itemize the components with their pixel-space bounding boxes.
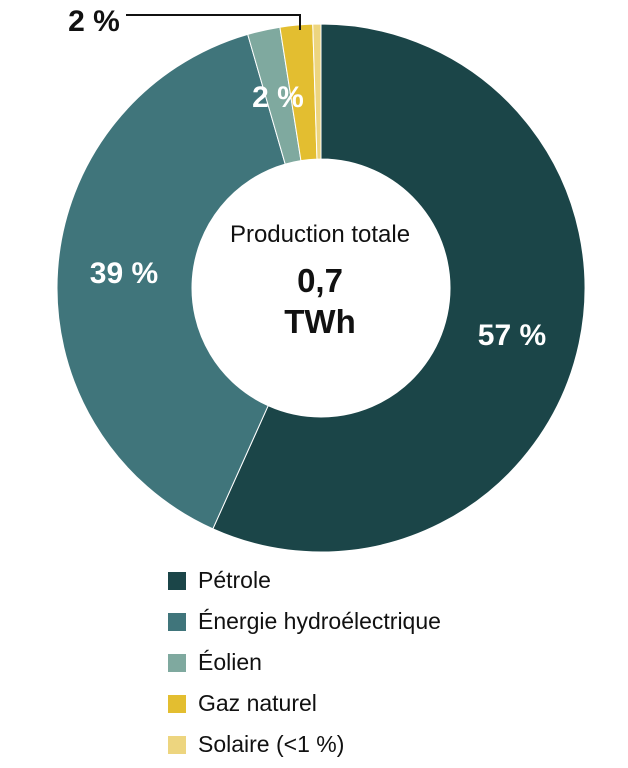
legend-swatch-petrole — [168, 571, 186, 590]
center-value-unit: TWh — [284, 303, 355, 340]
center-value-number: 0,7 — [297, 262, 343, 299]
legend: Pétrole Énergie hydroélectrique Éolien G… — [168, 560, 441, 765]
slice-petrole — [212, 23, 586, 553]
callout-leader — [126, 14, 301, 30]
legend-item-eolien: Éolien — [168, 642, 441, 683]
legend-label-gaz-naturel: Gaz naturel — [198, 690, 317, 716]
slice-label-petrole: 57 % — [478, 319, 546, 352]
donut-center: Production totale 0,7 TWh — [230, 221, 410, 340]
center-caption: Production totale — [230, 221, 410, 248]
slice-labels: 57 % 39 % 2 % 2 % — [68, 5, 546, 352]
legend-swatch-hydro — [168, 612, 186, 631]
slice-label-hydro: 39 % — [90, 257, 158, 290]
legend-label-petrole: Pétrole — [198, 567, 271, 593]
legend-label-solaire: Solaire (<1 %) — [198, 731, 345, 757]
legend-item-gaz-naturel: Gaz naturel — [168, 683, 441, 724]
donut-slices — [56, 23, 586, 553]
legend-item-hydro: Énergie hydroélectrique — [168, 601, 441, 642]
slice-solaire — [312, 23, 322, 160]
legend-swatch-eolien — [168, 653, 186, 672]
legend-item-petrole: Pétrole — [168, 560, 441, 601]
legend-swatch-gaz-naturel — [168, 694, 186, 713]
legend-swatch-solaire — [168, 735, 186, 754]
slice-label-gaz-naturel: 2 % — [68, 5, 120, 38]
slice-hydro — [56, 33, 286, 530]
legend-item-solaire: Solaire (<1 %) — [168, 724, 441, 765]
slice-label-eolien: 2 % — [252, 81, 304, 114]
legend-label-eolien: Éolien — [198, 649, 262, 675]
callout-line — [126, 14, 301, 30]
legend-label-hydro: Énergie hydroélectrique — [198, 608, 441, 634]
